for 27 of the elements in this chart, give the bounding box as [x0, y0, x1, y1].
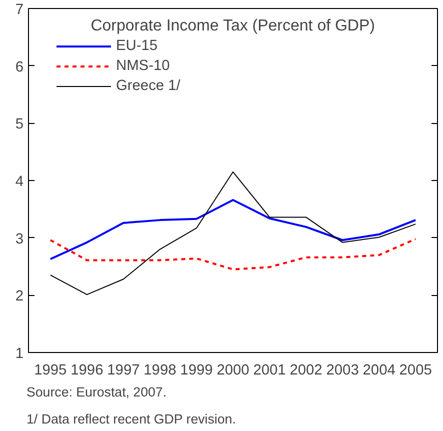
y-tick-label: 2: [15, 288, 24, 305]
legend-label: Greece 1/: [116, 78, 180, 94]
line-series: [49, 198, 417, 260]
y-tick-label: 5: [15, 116, 24, 133]
line-series: [50, 171, 416, 296]
legend-label: NMS-10: [116, 58, 170, 74]
x-tick-label: 1997: [107, 362, 140, 378]
x-tick-label: 2001: [253, 362, 286, 378]
x-tick-label: 1996: [70, 362, 104, 378]
line-series: [49, 238, 417, 270]
y-tick-label: 6: [15, 59, 24, 76]
source-note: Source: Eurostat, 2007.: [26, 384, 167, 400]
y-tick-label: 4: [15, 174, 24, 190]
x-tick-label: 2002: [290, 362, 322, 378]
x-tick-label: 1998: [144, 362, 176, 378]
text: 1/ Data reflect recent GDP revision.: [26, 412, 236, 426]
x-tick-label: 2004: [362, 362, 396, 378]
y-tick-label: 7: [15, 2, 24, 18]
x-tick-label: 1995: [34, 362, 67, 378]
x-tick-label: 2003: [326, 362, 359, 378]
x-tick-label: 1999: [180, 362, 213, 378]
x-tick-label: 2000: [216, 362, 250, 378]
x-tick-label: 2005: [399, 362, 432, 378]
y-tick-label: 3: [15, 231, 24, 248]
text: Corporate Income Tax (Percent of GDP): [90, 18, 375, 34]
y-tick-label: 1: [15, 346, 24, 362]
legend-label: EU-15: [116, 38, 158, 54]
